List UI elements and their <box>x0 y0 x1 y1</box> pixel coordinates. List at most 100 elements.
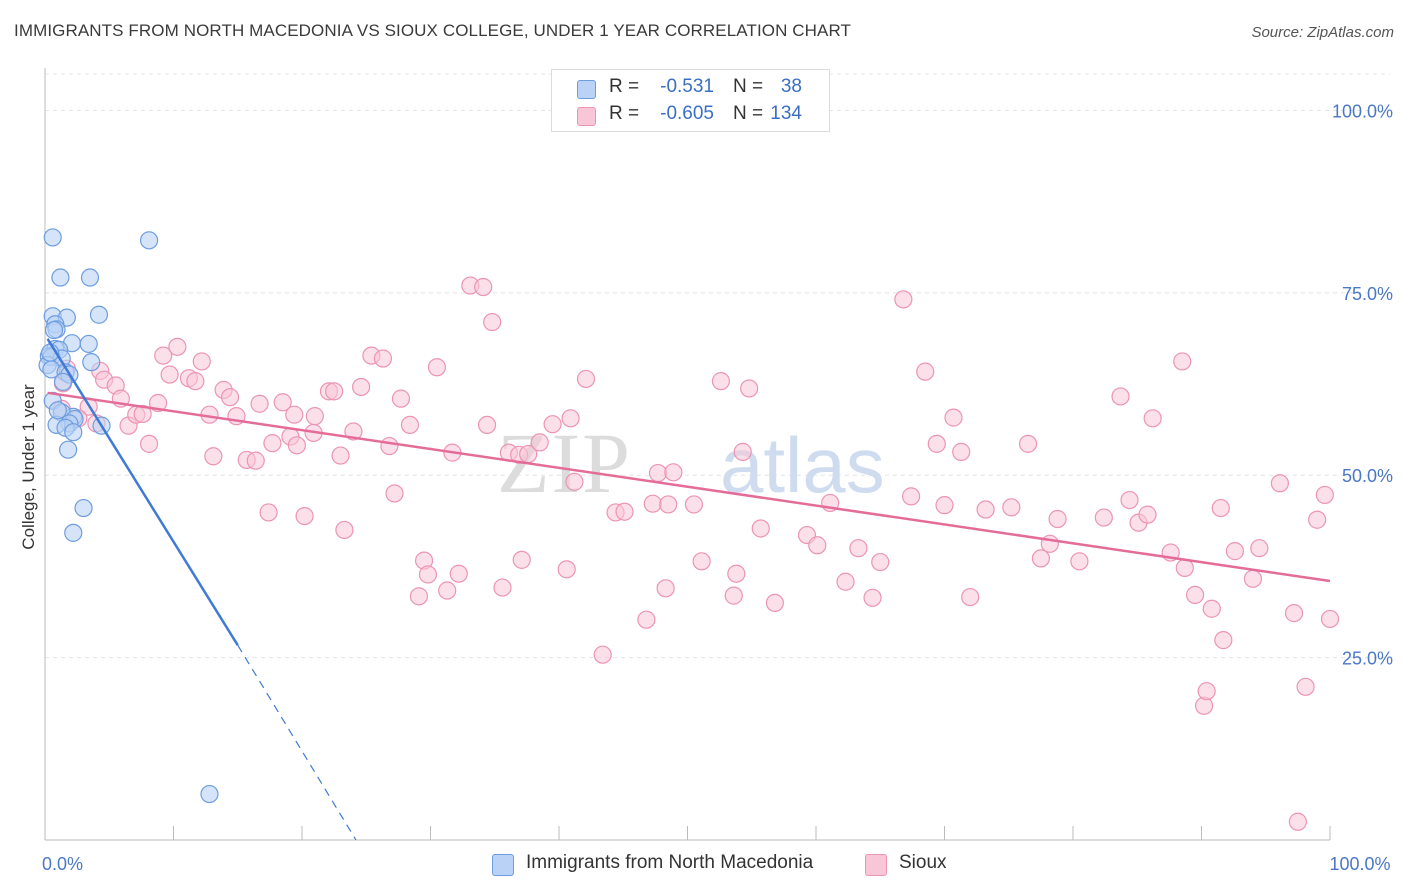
sioux-point <box>418 565 438 584</box>
n-value: 134 <box>770 103 802 124</box>
sioux-point <box>380 436 399 456</box>
macedonia-point <box>48 401 67 420</box>
macedonia-points <box>38 228 219 804</box>
stats-legend: R = -0.531 N = 38 R = -0.605 N = 134 <box>551 69 830 132</box>
r-value: -0.531 <box>660 76 714 97</box>
sioux-point <box>139 434 159 453</box>
sioux-point <box>1143 409 1162 428</box>
n-label: N = <box>733 76 764 97</box>
sioux-point <box>344 422 363 441</box>
sioux-points <box>52 276 1340 831</box>
sioux-point <box>637 610 656 629</box>
sioux-point <box>863 588 882 607</box>
sioux-point <box>133 404 152 424</box>
sioux-point <box>391 389 411 408</box>
sioux-point <box>1270 474 1289 493</box>
sioux-point <box>512 550 531 569</box>
sioux-point <box>1002 498 1021 517</box>
macedonia-point <box>79 334 98 354</box>
sioux-point <box>246 451 265 470</box>
sioux-point <box>576 369 596 389</box>
macedonia-point <box>64 523 83 542</box>
macedonia-point <box>44 320 64 340</box>
sioux-point <box>593 645 612 664</box>
sioux-point <box>1185 585 1205 604</box>
r-label: R = <box>609 76 640 97</box>
sioux-point <box>740 379 759 398</box>
sioux-point <box>836 572 855 591</box>
y-tick-label: 50.0% <box>1342 466 1393 486</box>
sioux-point <box>1018 434 1038 453</box>
macedonia-point <box>80 268 100 287</box>
sioux-point <box>1173 352 1192 371</box>
sioux-point <box>273 393 292 412</box>
x-tick-label: 0.0% <box>42 854 83 874</box>
macedonia-point <box>51 268 70 287</box>
sioux-point <box>765 593 784 613</box>
sioux-point <box>259 503 278 522</box>
macedonia-point <box>64 423 83 442</box>
axes <box>44 68 1331 841</box>
sioux-trend-line <box>47 391 1331 583</box>
sioux-point <box>1288 812 1307 831</box>
sioux-point <box>901 487 921 506</box>
y-tick-label: 75.0% <box>1342 284 1393 304</box>
n-value: 38 <box>780 76 802 97</box>
sioux-point <box>1048 509 1067 529</box>
sioux-point <box>335 520 354 540</box>
sioux-point <box>295 506 314 526</box>
sioux-point <box>944 408 963 427</box>
sioux-point <box>724 586 743 605</box>
macedonia-point <box>139 231 159 250</box>
sioux-point <box>615 502 634 521</box>
y-tick-label: 100.0% <box>1332 101 1393 121</box>
sioux-point <box>1175 558 1194 577</box>
sioux-point <box>808 536 827 555</box>
sioux-point <box>1250 539 1269 558</box>
sioux-point <box>727 564 746 583</box>
sioux-point <box>961 587 980 607</box>
sioux-point <box>1225 542 1245 561</box>
sioux-point <box>373 349 393 368</box>
sioux-point <box>1120 490 1139 510</box>
sioux-point <box>483 312 502 332</box>
sioux-point <box>1243 569 1263 588</box>
chart-title: IMMIGRANTS FROM NORTH MACEDONIA VS SIOUX… <box>14 21 852 40</box>
macedonia-point <box>82 353 101 372</box>
macedonia-point <box>59 440 78 459</box>
legend-label-sioux: Sioux <box>899 852 947 873</box>
sioux-point <box>1296 677 1315 696</box>
sioux-point <box>160 365 179 384</box>
sioux-point <box>664 463 683 482</box>
sioux-point <box>400 415 420 435</box>
sioux-point <box>692 552 711 571</box>
sioux-point <box>1070 552 1089 571</box>
sioux-point <box>561 409 580 428</box>
sioux-point <box>684 495 704 514</box>
x-tick-label: 100.0% <box>1329 854 1390 874</box>
sioux-point <box>474 277 493 297</box>
sioux-point <box>449 564 468 583</box>
sioux-point <box>305 407 324 426</box>
macedonia-point <box>53 372 73 391</box>
r-label: R = <box>609 103 640 124</box>
tick-labels: 25.0% 50.0% 75.0% 100.0% 0.0% 100.0% <box>42 101 1393 874</box>
macedonia-point <box>200 784 219 804</box>
sioux-point <box>287 436 306 455</box>
sioux-point <box>409 587 429 606</box>
y-tick-label: 25.0% <box>1342 649 1393 669</box>
pink-swatch <box>577 107 596 126</box>
series-legend: Immigrants from North Macedonia Sioux <box>0 852 1406 878</box>
sioux-point <box>1320 609 1340 629</box>
sioux-point <box>1031 549 1050 568</box>
sioux-point <box>648 463 668 483</box>
sioux-point <box>250 394 269 413</box>
sioux-point <box>154 346 173 365</box>
sioux-point <box>1197 682 1216 701</box>
stats-row-sioux: R = -0.605 N = 134 <box>552 103 829 129</box>
macedonia-trend-line <box>46 338 239 646</box>
sioux-point <box>565 472 584 491</box>
sioux-point <box>331 446 350 465</box>
legend-label-macedonia: Immigrants from North Macedonia <box>526 852 814 873</box>
sioux-point <box>976 500 995 519</box>
